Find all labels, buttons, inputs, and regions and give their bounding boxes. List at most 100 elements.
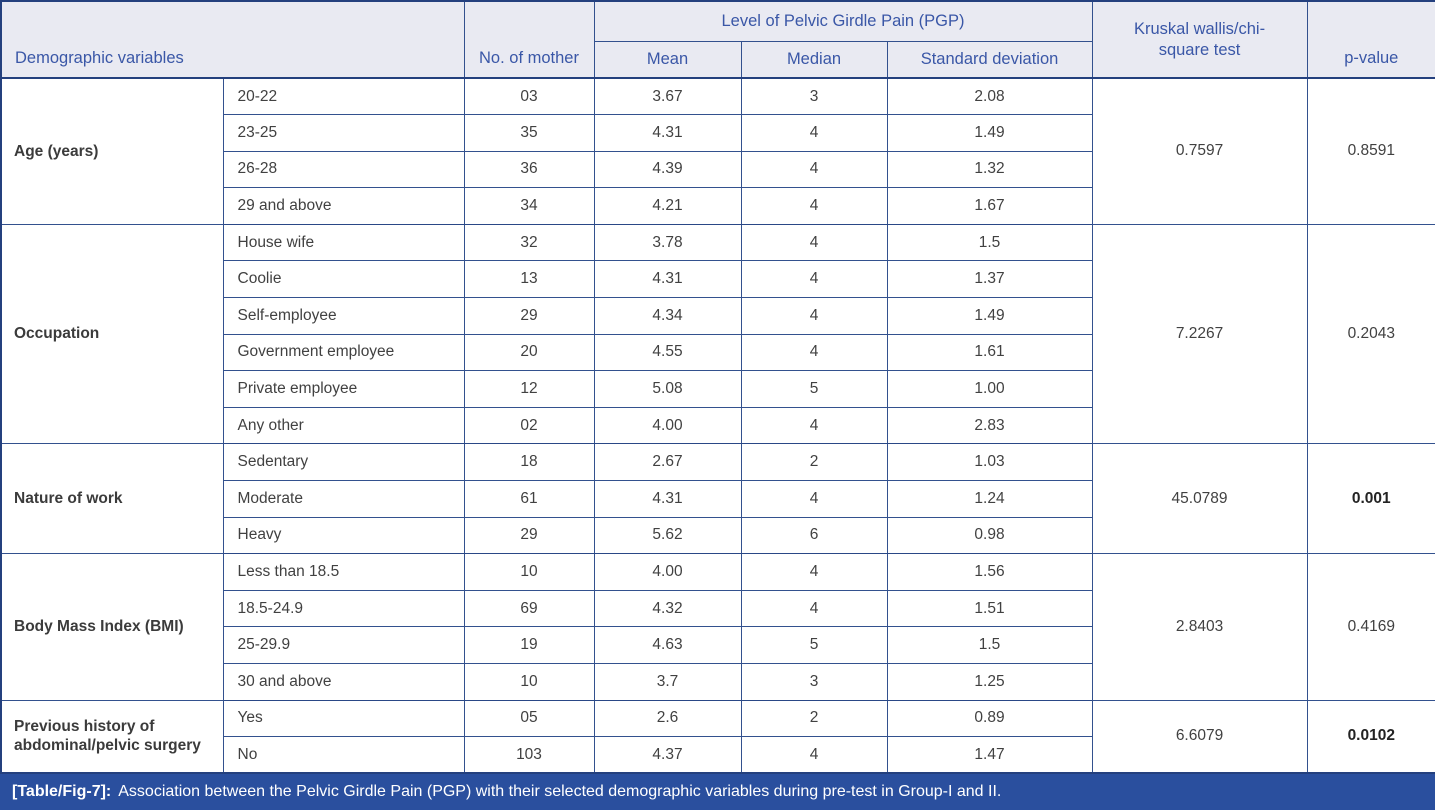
mean-cell: 4.31 bbox=[593, 480, 742, 518]
sd-cell: 2.83 bbox=[886, 406, 1093, 445]
group-label-cell-0: Age (years) bbox=[0, 77, 224, 225]
mean-cell: 4.21 bbox=[593, 187, 742, 225]
sd-cell: 1.32 bbox=[886, 150, 1093, 189]
n-cell: 29 bbox=[463, 516, 595, 555]
table-row: Government employee 20 4.55 4 1.61 bbox=[1, 333, 1435, 372]
header-kruskal-test: Kruskal wallis/chi-square test bbox=[1091, 0, 1308, 79]
table-row: Moderate 61 4.31 4 1.24 bbox=[1, 480, 1435, 518]
median-cell: 4 bbox=[740, 187, 888, 225]
median-cell: 4 bbox=[740, 114, 888, 152]
sd-cell: 1.5 bbox=[886, 626, 1093, 664]
median-cell: 5 bbox=[740, 370, 888, 408]
table-row: 18.5-24.9 69 4.32 4 1.51 bbox=[1, 589, 1435, 628]
header-demographic-variables: Demographic variables bbox=[0, 0, 465, 79]
n-cell: 32 bbox=[463, 223, 595, 262]
n-cell: 10 bbox=[463, 663, 595, 701]
mean-cell: 3.78 bbox=[593, 223, 742, 262]
test-cell-2: 45.0789 bbox=[1091, 443, 1308, 555]
header-row-top: Demographic variables No. of mother Leve… bbox=[0, 0, 1435, 79]
category-cell: 30 and above bbox=[222, 663, 465, 701]
n-cell: 20 bbox=[463, 333, 595, 372]
sd-cell: 1.56 bbox=[886, 553, 1093, 591]
median-cell: 4 bbox=[740, 333, 888, 372]
category-cell: 20-22 bbox=[222, 77, 465, 116]
median-cell: 3 bbox=[740, 663, 888, 701]
table-row: Body Mass Index (BMI) Less than 18.5 10 4.0… bbox=[0, 553, 1435, 701]
median-cell: 2 bbox=[740, 699, 888, 738]
n-cell: 10 bbox=[463, 553, 595, 591]
table-row: 30 and above 10 3.7 3 1.25 bbox=[1, 663, 1435, 701]
mean-cell: 5.08 bbox=[593, 370, 742, 408]
median-cell: 4 bbox=[740, 260, 888, 299]
n-cell: 12 bbox=[463, 370, 595, 408]
sd-cell: 2.08 bbox=[886, 77, 1093, 116]
header-median: Median bbox=[740, 40, 888, 79]
caption-label: [Table/Fig-7]: bbox=[12, 783, 112, 801]
n-cell: 19 bbox=[463, 626, 595, 664]
category-cell: Coolie bbox=[222, 260, 465, 299]
table-row: Previous history of abdominal/pelvic sur… bbox=[0, 699, 1435, 774]
header-no-of-mother: No. of mother bbox=[463, 0, 595, 79]
category-cell: 23-25 bbox=[222, 114, 465, 152]
n-cell: 02 bbox=[463, 406, 595, 445]
p-value-cell-0: 0.8591 bbox=[1306, 77, 1435, 225]
mean-cell: 4.00 bbox=[593, 553, 742, 591]
p-value-cell-2: 0.001 bbox=[1306, 443, 1435, 555]
sd-cell: 1.49 bbox=[886, 114, 1093, 152]
n-cell: 18 bbox=[463, 443, 595, 482]
sd-cell: 1.49 bbox=[886, 297, 1093, 335]
sd-cell: 1.67 bbox=[886, 187, 1093, 225]
category-cell: Private employee bbox=[222, 370, 465, 408]
sd-cell: 1.00 bbox=[886, 370, 1093, 408]
header-standard-deviation: Standard deviation bbox=[886, 40, 1093, 79]
category-cell: Sedentary bbox=[222, 443, 465, 482]
header-mean: Mean bbox=[593, 40, 742, 79]
p-value-cell-4: 0.0102 bbox=[1306, 699, 1435, 774]
table-body: Age (years) 20-22 03 3.67 3 2.08 0.7597 0.8591 2… bbox=[0, 77, 1435, 774]
median-cell: 4 bbox=[740, 406, 888, 445]
median-cell: 3 bbox=[740, 77, 888, 116]
mean-cell: 3.67 bbox=[593, 77, 742, 116]
mean-cell: 4.32 bbox=[593, 589, 742, 628]
test-cell-0: 0.7597 bbox=[1091, 77, 1308, 225]
median-cell: 2 bbox=[740, 443, 888, 482]
n-cell: 29 bbox=[463, 297, 595, 335]
table-row: Heavy 29 5.62 6 0.98 bbox=[1, 516, 1435, 555]
statistics-table: Demographic variables No. of mother Leve… bbox=[0, 0, 1435, 775]
category-cell: Less than 18.5 bbox=[222, 553, 465, 591]
category-cell: Any other bbox=[222, 406, 465, 445]
p-value-cell-3: 0.4169 bbox=[1306, 553, 1435, 701]
category-cell: No bbox=[222, 736, 465, 774]
sd-cell: 1.03 bbox=[886, 443, 1093, 482]
category-cell: 25-29.9 bbox=[222, 626, 465, 664]
n-cell: 13 bbox=[463, 260, 595, 299]
mean-cell: 4.63 bbox=[593, 626, 742, 664]
table-header: Demographic variables No. of mother Leve… bbox=[0, 0, 1435, 79]
category-cell: Heavy bbox=[222, 516, 465, 555]
table-row: Coolie 13 4.31 4 1.37 bbox=[1, 260, 1435, 299]
test-cell-1: 7.2267 bbox=[1091, 223, 1308, 445]
table-row: 25-29.9 19 4.63 5 1.5 bbox=[1, 626, 1435, 664]
n-cell: 103 bbox=[463, 736, 595, 774]
median-cell: 4 bbox=[740, 297, 888, 335]
mean-cell: 4.55 bbox=[593, 333, 742, 372]
mean-cell: 2.6 bbox=[593, 699, 742, 738]
category-cell: Government employee bbox=[222, 333, 465, 372]
test-cell-4: 6.6079 bbox=[1091, 699, 1308, 774]
category-cell: 26-28 bbox=[222, 150, 465, 189]
test-cell-3: 2.8403 bbox=[1091, 553, 1308, 701]
n-cell: 34 bbox=[463, 187, 595, 225]
table-row: No 103 4.37 4 1.47 bbox=[1, 736, 1435, 774]
median-cell: 4 bbox=[740, 553, 888, 591]
sd-cell: 1.51 bbox=[886, 589, 1093, 628]
median-cell: 4 bbox=[740, 736, 888, 774]
table-row: Age (years) 20-22 03 3.67 3 2.08 0.7597 0.8591 bbox=[0, 77, 1435, 225]
sd-cell: 0.89 bbox=[886, 699, 1093, 738]
category-cell: Self-employee bbox=[222, 297, 465, 335]
n-cell: 61 bbox=[463, 480, 595, 518]
mean-cell: 2.67 bbox=[593, 443, 742, 482]
header-p-value: p-value bbox=[1306, 0, 1435, 79]
category-cell: Yes bbox=[222, 699, 465, 738]
table-row: Private employee 12 5.08 5 1.00 bbox=[1, 370, 1435, 408]
